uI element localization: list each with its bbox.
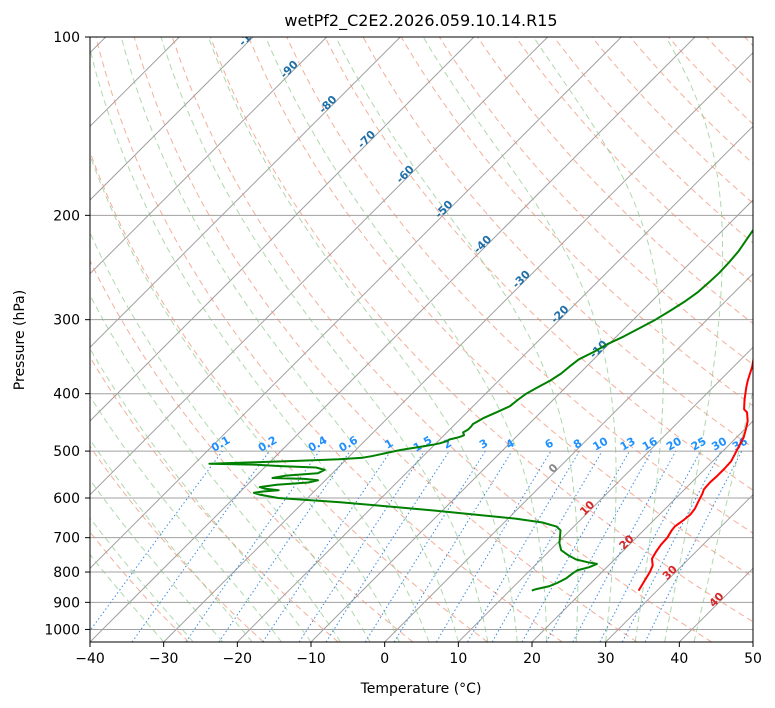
moist-adiabat-line (160, 37, 489, 642)
x-tick-label: 0 (380, 651, 389, 667)
dry-adiabat-line (591, 37, 753, 204)
moist-adiabat-line (422, 37, 617, 642)
y-tick-label: 900 (53, 595, 80, 611)
y-axis-label: Pressure (hPa) (12, 290, 28, 390)
dry-adiabat-line (171, 37, 712, 642)
y-tick-label: 1000 (44, 622, 80, 638)
mixing-ratio-line (185, 450, 320, 642)
x-tick-label: 40 (670, 651, 688, 667)
plot-area (90, 37, 753, 642)
y-tick-label: 100 (53, 30, 80, 46)
y-tick-label: 200 (53, 208, 80, 224)
dry-adiabat-line (477, 37, 753, 325)
isotherm-line (90, 37, 622, 570)
chart-title: wetPf2_C2E2.2026.059.10.14.R15 (284, 11, 557, 31)
moist-adiabat-line (664, 37, 723, 642)
x-tick-label: 50 (744, 651, 762, 667)
dry-adiabat-line (90, 259, 414, 642)
x-tick-label: 30 (597, 651, 615, 667)
x-axis-label: Temperature (°C) (360, 681, 482, 697)
moist-adiabat-line (533, 37, 664, 642)
y-tick-label: 600 (53, 491, 80, 507)
mixing-ratio-line (131, 450, 270, 642)
isotherm-line (90, 37, 549, 496)
moist-adiabat-line (90, 47, 430, 642)
moist-adiabat-line (693, 388, 753, 642)
isotherm-line (163, 51, 753, 642)
isotherm-line (90, 37, 254, 201)
isotherm-line (531, 420, 753, 642)
x-tick-label: −20 (223, 651, 253, 667)
moist-adiabat-line (90, 478, 223, 642)
mixing-ratio-line (262, 450, 392, 642)
dry-adiabat-line (362, 37, 753, 449)
dry-adiabat-line (400, 37, 753, 407)
isotherm-line (90, 37, 475, 422)
dry-adiabat-line (629, 37, 753, 165)
moist-adiabat-line (90, 154, 400, 642)
dry-adiabat-line (90, 445, 264, 642)
mixing-ratio-line (572, 450, 677, 642)
moist-adiabat-line (90, 517, 194, 642)
y-tick-label: 400 (53, 387, 80, 403)
x-tick-label: 20 (523, 651, 541, 667)
moist-adiabat-line (90, 347, 312, 642)
isotherm-line (384, 272, 753, 642)
mixing-ratio-line (325, 450, 450, 642)
isotherm-line (605, 493, 753, 642)
sounding-profiles (208, 228, 753, 592)
temperature-profile (637, 356, 753, 592)
mixing-ratio-line (521, 450, 630, 642)
dry-adiabat-line (248, 37, 753, 578)
mixing-ratio-line (545, 450, 653, 642)
isotherm-line (236, 125, 753, 642)
dewpoint-profile (208, 228, 753, 592)
dry-adiabat-line (210, 37, 753, 623)
y-tick-label: 800 (53, 565, 80, 581)
moist-adiabat-line (90, 438, 253, 642)
dry-adiabat-line (324, 37, 753, 491)
moist-adiabat-line (90, 395, 282, 642)
mixing-ratio-line (393, 450, 513, 642)
dry-adiabat-line (95, 37, 563, 642)
y-tick-label: 700 (53, 531, 80, 547)
x-axis: −40 −30 −20 −10 0 10 20 30 40 50 (75, 642, 762, 667)
isotherm-line (90, 37, 328, 275)
x-tick-label: −30 (149, 651, 179, 667)
isotherm-line (90, 37, 696, 642)
moist-adiabat-line (90, 294, 341, 642)
mixing-ratio-line (298, 450, 425, 642)
dry-adiabat-line (515, 37, 753, 284)
x-tick-label: 10 (449, 651, 467, 667)
plot-frame (89, 36, 754, 643)
moist-adiabat-line (265, 37, 548, 642)
x-tick-label: −40 (75, 651, 105, 667)
mixing-ratio-line (218, 450, 351, 642)
moist-adiabat-line (90, 553, 165, 642)
reference-lines (90, 37, 753, 642)
y-axis: 100 200 300 400 500 600 700 800 900 1000 (44, 30, 90, 638)
mixing-ratio-line (644, 450, 743, 642)
mixing-ratio-line (90, 450, 223, 632)
isotherm-line (90, 37, 401, 349)
moist-adiabat-line (335, 37, 579, 642)
moist-adiabat-line (207, 37, 518, 642)
dry-adiabat-label: -100 (236, 20, 265, 49)
moist-adiabat-line (120, 37, 459, 642)
dry-adiabat-line (133, 37, 638, 642)
x-tick-label: −10 (296, 651, 326, 667)
y-tick-label: 500 (53, 444, 80, 460)
y-tick-label: 300 (53, 313, 80, 329)
moist-adiabat-line (90, 231, 371, 642)
